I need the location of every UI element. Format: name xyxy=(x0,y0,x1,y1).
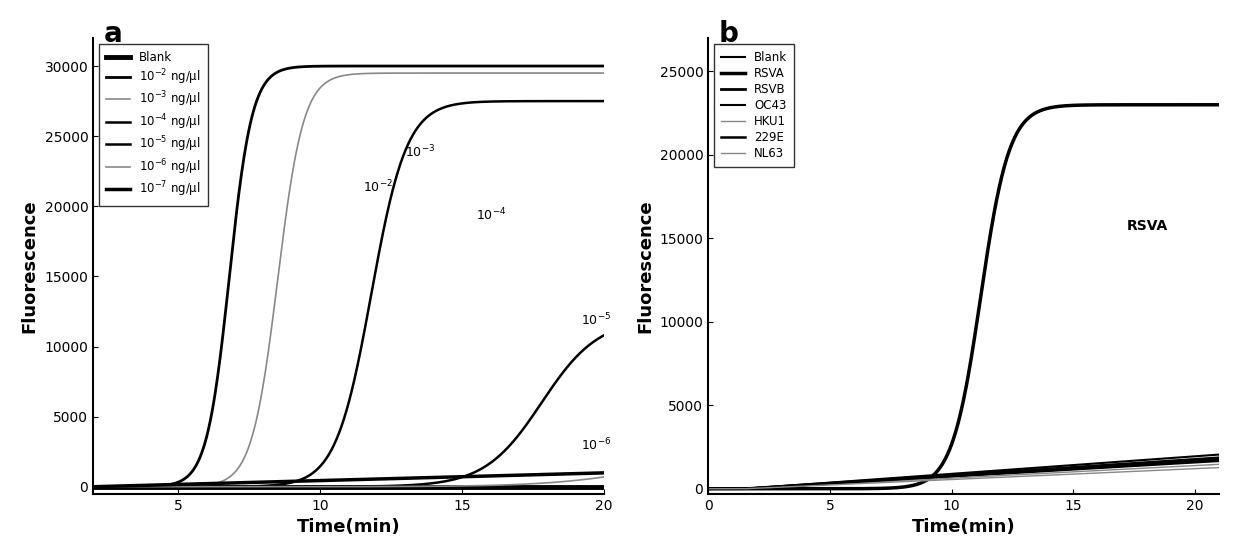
Text: b: b xyxy=(718,19,738,48)
Text: $10^{-6}$: $10^{-6}$ xyxy=(582,437,611,453)
Legend: Blank, 10$^{-2}$ ng/µl, 10$^{-3}$ ng/µl, 10$^{-4}$ ng/µl, 10$^{-5}$ ng/µl, 10$^{: Blank, 10$^{-2}$ ng/µl, 10$^{-3}$ ng/µl,… xyxy=(99,44,208,206)
Text: $10^{-5}$: $10^{-5}$ xyxy=(582,312,611,329)
Text: $10^{-4}$: $10^{-4}$ xyxy=(476,207,507,223)
X-axis label: Time(min): Time(min) xyxy=(911,518,1016,536)
Text: a: a xyxy=(103,19,122,48)
Text: $10^{-2}$: $10^{-2}$ xyxy=(363,179,393,196)
Text: $10^{-3}$: $10^{-3}$ xyxy=(405,144,435,160)
Y-axis label: Fluorescence: Fluorescence xyxy=(636,199,653,333)
Y-axis label: Fluorescence: Fluorescence xyxy=(21,199,38,333)
Text: RSVA: RSVA xyxy=(1127,219,1168,233)
Legend: Blank, RSVA, RSVB, OC43, HKU1, 229E, NL63: Blank, RSVA, RSVB, OC43, HKU1, 229E, NL6… xyxy=(714,44,795,167)
X-axis label: Time(min): Time(min) xyxy=(296,518,401,536)
